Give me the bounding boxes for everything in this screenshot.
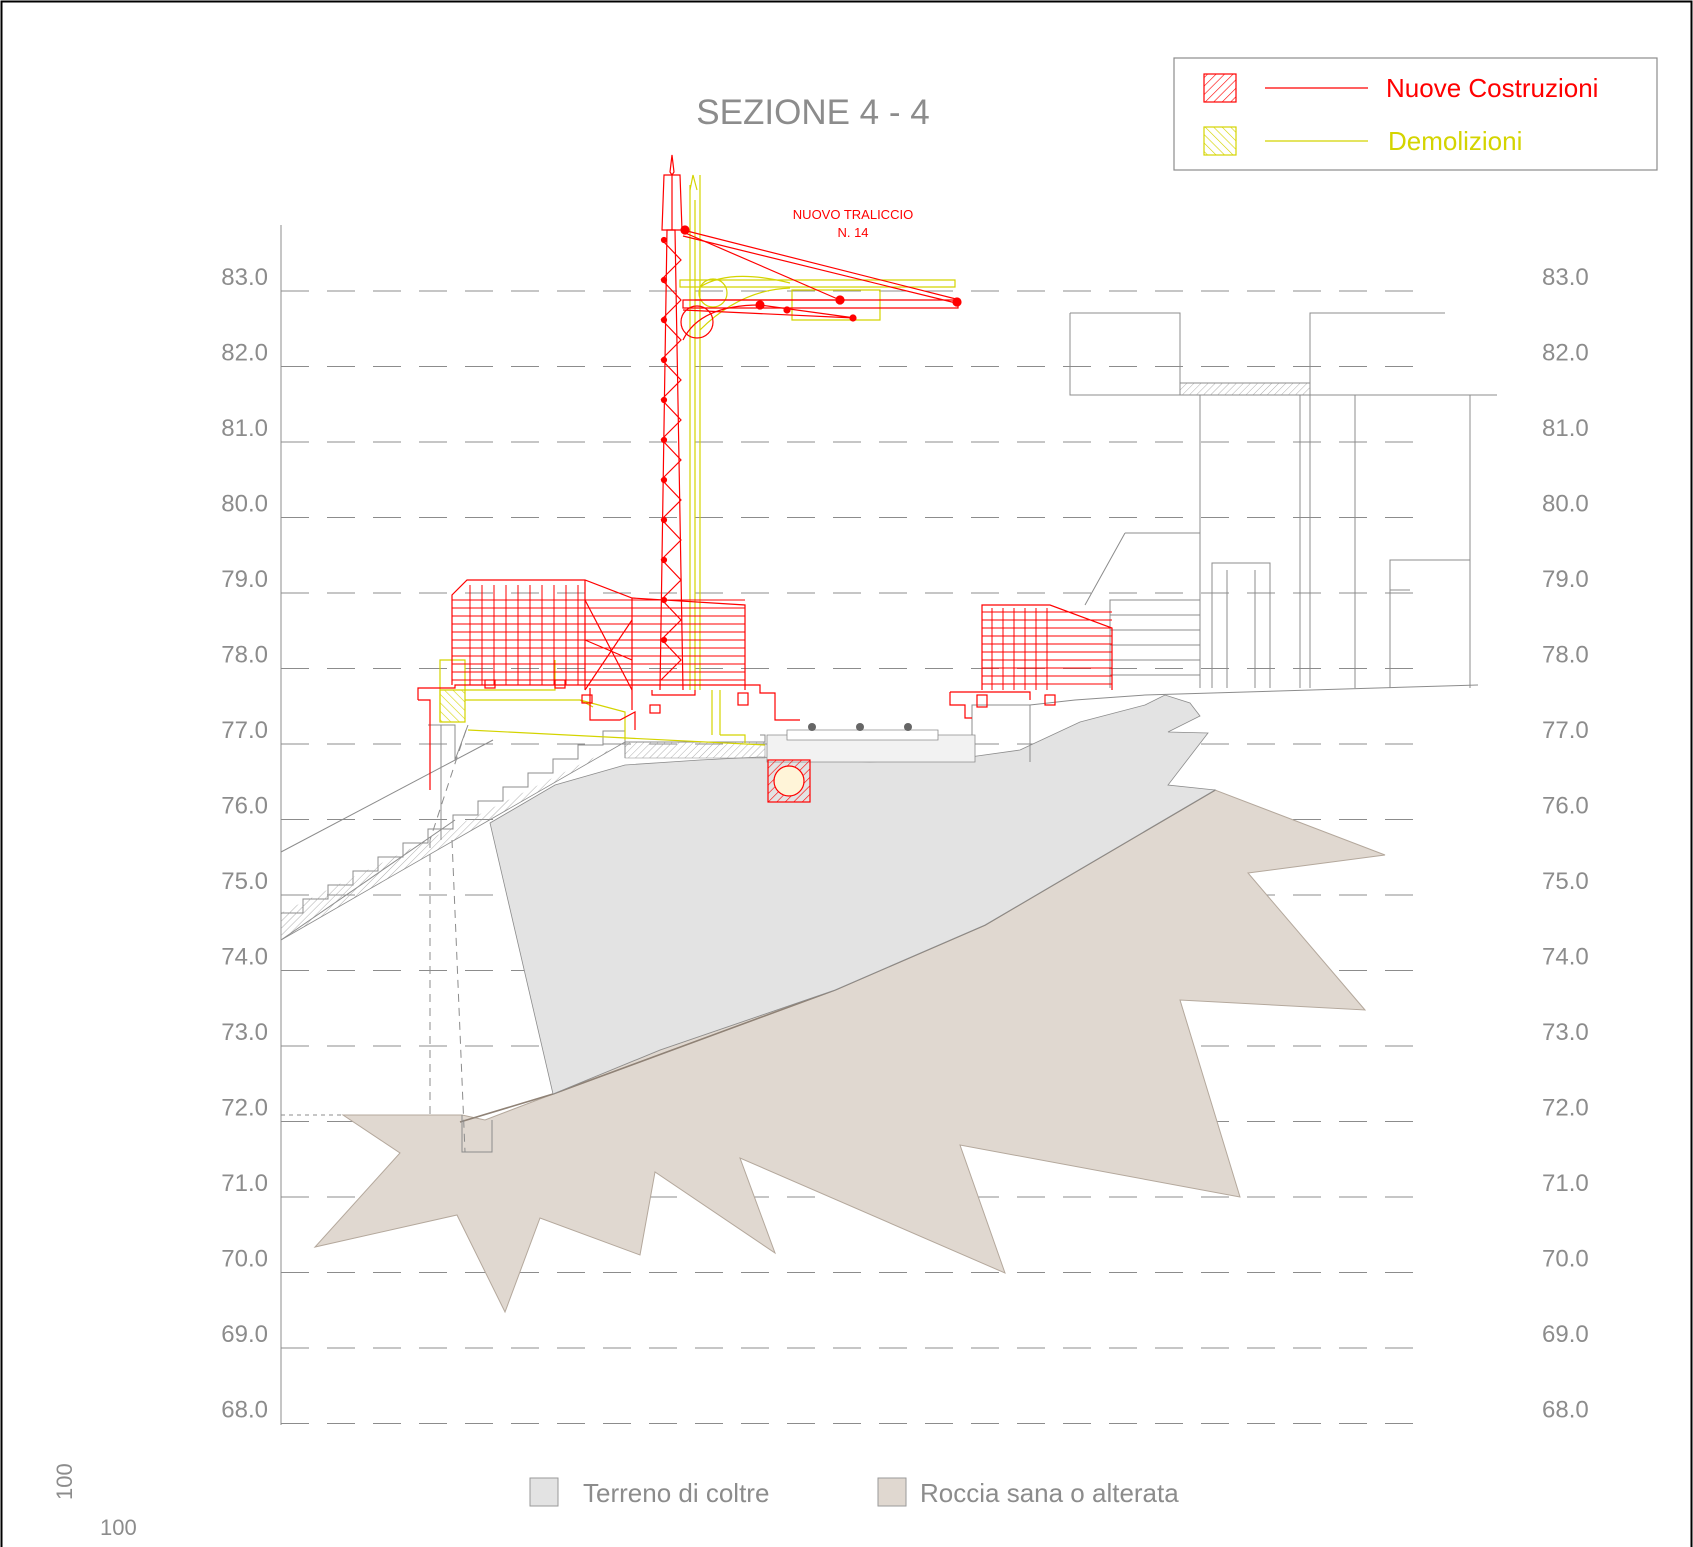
elevation-label-right: 72.0 [1542, 1095, 1589, 1122]
soil-legend: Terreno di coltre Roccia sana o alterata [529, 1477, 1179, 1508]
tower-joint [660, 276, 668, 284]
elevation-label-left: 82.0 [221, 340, 268, 367]
new-drainage-pipe [773, 765, 805, 797]
elevation-label-left: 71.0 [221, 1170, 268, 1197]
elevation-label-left: 79.0 [221, 566, 268, 593]
tower-joint [660, 556, 668, 564]
elevation-label-right: 79.0 [1542, 566, 1589, 593]
tower-joint [660, 596, 668, 604]
soil-cover-layer [489, 694, 1217, 1095]
tower-label-line2: N. 14 [837, 225, 868, 240]
tower-brace [660, 479, 682, 521]
elevation-label-left: 75.0 [221, 868, 268, 895]
legend-label-new: Nuove Costruzioni [1386, 73, 1598, 103]
tower-joint [660, 396, 668, 404]
elevation-label-right: 73.0 [1542, 1019, 1589, 1046]
tower-joint [660, 436, 668, 444]
tower-bracing [660, 236, 682, 681]
elevation-label-right: 81.0 [1542, 415, 1589, 442]
hatch-swatch-new [1203, 73, 1237, 103]
tower-brace [660, 279, 682, 321]
tower-joint [660, 316, 668, 324]
fence-right [982, 608, 1112, 690]
demolition-elements [439, 174, 956, 746]
soil-label-cover: Terreno di coltre [583, 1478, 769, 1508]
tower-brace [660, 639, 682, 681]
elevation-label-right: 77.0 [1542, 717, 1589, 744]
soil-label-rock: Roccia sana o alterata [920, 1478, 1179, 1508]
elevation-label-left: 68.0 [221, 1397, 268, 1424]
legend-label-demolition: Demolizioni [1388, 126, 1522, 156]
elevation-label-left: 78.0 [221, 642, 268, 669]
elevation-label-left: 72.0 [221, 1095, 268, 1122]
section-title: SEZIONE 4 - 4 [696, 93, 929, 132]
elevation-label-right: 68.0 [1542, 1397, 1589, 1424]
soil-swatch-rock [877, 1477, 907, 1507]
elevation-label-left: 76.0 [221, 793, 268, 820]
elevation-label-right: 69.0 [1542, 1321, 1589, 1348]
elevation-label-left: 81.0 [221, 415, 268, 442]
tower-brace [660, 239, 682, 281]
tower-label-line1: NUOVO TRALICCIO [793, 207, 913, 222]
elevation-label-right: 80.0 [1542, 491, 1589, 518]
vertical-scale: 100 [52, 1463, 77, 1500]
legend-item-new: Nuove Costruzioni [1203, 73, 1598, 103]
tower-brace [660, 359, 682, 401]
elevation-label-right: 71.0 [1542, 1170, 1589, 1197]
tower-brace [660, 399, 682, 441]
elevation-label-right: 78.0 [1542, 642, 1589, 669]
elevation-label-left: 73.0 [221, 1019, 268, 1046]
elevation-label-left: 77.0 [221, 717, 268, 744]
tower-joint [660, 356, 668, 364]
elevation-label-right: 70.0 [1542, 1246, 1589, 1273]
legend-item-demolition: Demolizioni [1203, 126, 1522, 156]
tower-joint [660, 516, 668, 524]
elevation-label-right: 74.0 [1542, 944, 1589, 971]
elevation-label-left: 70.0 [221, 1246, 268, 1273]
elevation-label-right: 75.0 [1542, 868, 1589, 895]
tower-joint [660, 236, 668, 244]
tower-joint [660, 636, 668, 644]
elevation-label-left: 74.0 [221, 944, 268, 971]
new-construction-elements [417, 154, 1113, 803]
existing-structures [280, 312, 1497, 1153]
tower-brace [660, 519, 682, 561]
horizontal-scale: 100 [100, 1515, 137, 1540]
elevation-label-right: 76.0 [1542, 793, 1589, 820]
elevation-label-right: 82.0 [1542, 340, 1589, 367]
tower-label: NUOVO TRALICCIO N. 14 [793, 207, 913, 240]
elevation-label-left: 69.0 [221, 1321, 268, 1348]
hatch-swatch-demolition [1203, 126, 1237, 156]
fence-left [452, 585, 745, 685]
tower-joint [660, 476, 668, 484]
soil-swatch-cover [529, 1477, 559, 1507]
elevation-label-left: 80.0 [221, 491, 268, 518]
tower-brace [660, 439, 682, 481]
rail-track [808, 723, 912, 731]
elevation-label-right: 83.0 [1542, 264, 1589, 291]
legend-box: Nuove Costruzioni Demolizioni [1173, 57, 1658, 171]
tower-brace [660, 599, 682, 641]
tower-brace [660, 559, 682, 601]
elevation-label-left: 83.0 [221, 264, 268, 291]
tower-brace [660, 319, 682, 361]
